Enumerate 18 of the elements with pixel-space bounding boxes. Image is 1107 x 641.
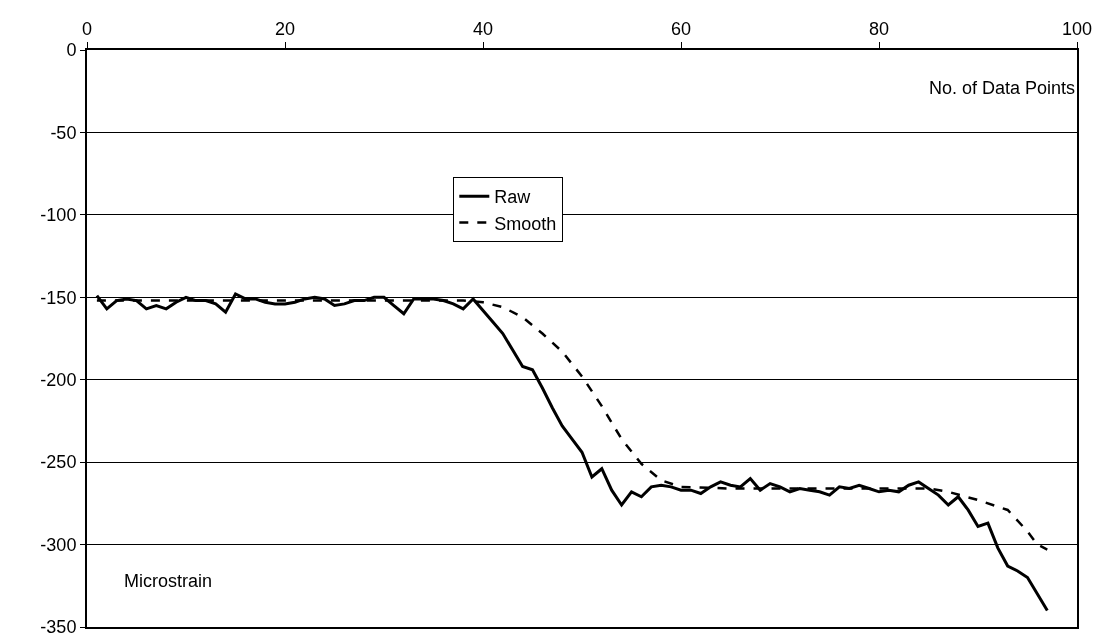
x-tick-label: 80	[868, 18, 890, 39]
y-tick-label: -50	[50, 122, 77, 143]
y-tick-label: -300	[40, 534, 77, 555]
legend-label: Raw	[494, 187, 532, 208]
y-tick-label: -150	[40, 287, 77, 308]
y-tick-label: -100	[40, 205, 77, 226]
x-tick-label: 40	[472, 18, 494, 39]
y-tick-label: 0	[66, 40, 77, 61]
x-tick-label: 60	[670, 18, 692, 39]
y-tick-label: -250	[40, 452, 77, 473]
x-axis-title: No. of Data Points	[929, 78, 1076, 98]
y-axis-title: Microstrain	[124, 571, 213, 591]
x-tick-label: 20	[274, 18, 296, 39]
y-tick-label: -200	[40, 370, 77, 391]
y-tick-label: -350	[40, 617, 77, 638]
x-tick-label: 0	[81, 18, 93, 39]
legend-label: Smooth	[494, 213, 557, 234]
x-tick-label: 100	[1061, 18, 1093, 39]
